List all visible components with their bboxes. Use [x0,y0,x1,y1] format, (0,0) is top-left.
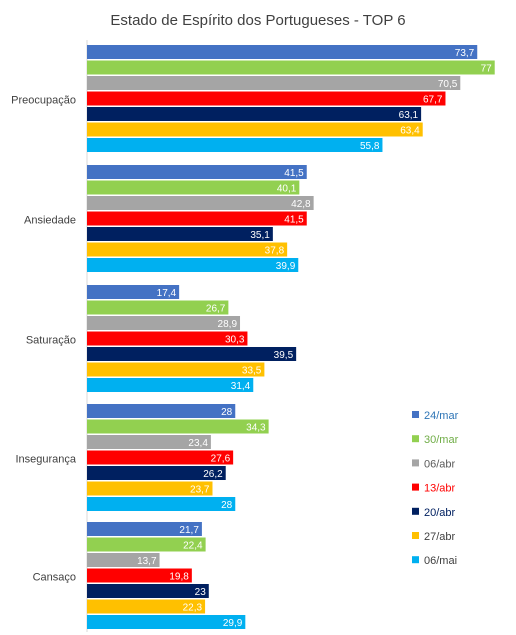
value-label: 23,7 [190,485,210,496]
value-label: 39,5 [274,350,294,361]
bar-30-mar-5 [87,537,206,552]
value-label: 23,4 [188,438,208,449]
value-label: 13,7 [137,556,157,567]
bar-27-abr-3 [87,362,265,377]
bar-30-mar-2 [87,180,300,195]
bar-13-abr-2 [87,211,307,226]
legend-label: 06/mai [424,555,457,567]
legend-swatch [412,435,419,443]
value-label: 67,7 [423,95,443,106]
value-label: 41,5 [284,168,304,179]
legend-swatch [412,507,419,515]
value-label: 70,5 [438,79,458,90]
bar-06-abr-1 [87,76,461,90]
bar-24-mar-2 [87,165,307,179]
value-label: 27,6 [211,454,231,465]
bar-20-abr-1 [87,107,422,121]
value-label: 28 [221,407,233,418]
value-label: 77 [481,64,493,75]
bar-13-abr-5 [87,568,192,583]
value-labels-layer: 73,7 77 70,5 67,7 63,1 63,4 55,8 41,5 40,1 42,8 41… [137,48,492,629]
bar-06-mai-5 [87,615,246,629]
bar-20-abr-3 [87,347,297,361]
category-label: Ansiedade [24,214,76,226]
legend-label: 20/abr [424,507,456,519]
value-label: 28,9 [218,319,238,330]
bar-13-abr-3 [87,331,248,346]
bar-06-mai-2 [87,258,299,272]
legend: 24/mar 30/mar 06/abr 13/abr 20/abr 27/abr 06/m… [412,410,459,567]
value-label: 23 [195,587,207,598]
category-label: Cansaço [33,571,76,583]
value-label: 29,9 [223,618,243,629]
legend-label: 27/abr [424,531,456,543]
legend-label: 24/mar [424,410,459,422]
bar-30-mar-3 [87,300,229,315]
bar-13-abr-4 [87,450,234,465]
bar-06-abr-4 [87,435,211,449]
value-label: 42,8 [291,199,311,210]
legend-swatch [412,459,419,467]
bar-06-mai-4 [87,497,236,511]
bar-06-abr-5 [87,553,160,567]
bar-06-mai-3 [87,378,254,392]
category-label: Saturação [26,334,76,346]
legend-swatch [412,556,419,564]
bar-24-mar-3 [87,285,180,299]
value-label: 55,8 [360,141,380,152]
bar-20-abr-4 [87,466,226,480]
bar-06-abr-3 [87,316,241,330]
legend-swatch [412,483,419,491]
value-label: 33,5 [242,366,262,377]
bar-27-abr-2 [87,242,288,257]
value-label: 22,4 [183,541,203,552]
chart-title: Estado de Espírito dos Portugueses - TOP… [110,12,405,29]
legend-label: 13/abr [424,483,456,495]
value-label: 41,5 [284,215,304,226]
bar-27-abr-5 [87,599,206,614]
bar-24-mar-1 [87,45,478,59]
bar-27-abr-4 [87,481,213,496]
category-label: Insegurança [15,453,76,465]
value-label: 19,8 [169,572,189,583]
value-label: 63,1 [399,110,419,121]
value-label: 30,3 [225,335,245,346]
category-labels-layer: Preocupação Ansiedade Saturação Insegurança… [11,94,77,583]
bar-13-abr-1 [87,91,446,106]
value-label: 40,1 [277,184,297,195]
value-label: 31,4 [231,381,251,392]
value-label: 37,8 [265,246,285,257]
value-label: 26,2 [203,469,223,480]
value-label: 22,3 [183,603,203,614]
value-label: 28 [221,500,233,511]
bars-layer [87,45,495,629]
value-label: 63,4 [400,126,420,137]
legend-label: 06/abr [424,458,456,470]
bar-30-mar-4 [87,419,269,434]
legend-label: 30/mar [424,434,459,446]
value-label: 39,9 [276,261,296,272]
value-label: 21,7 [179,525,199,536]
bar-20-abr-5 [87,584,209,598]
bar-24-mar-4 [87,404,236,418]
value-label: 26,7 [206,304,226,315]
bar-20-abr-2 [87,227,273,241]
bar-06-abr-2 [87,196,314,210]
value-label: 34,3 [246,423,266,434]
value-label: 35,1 [250,230,270,241]
value-label: 73,7 [455,48,475,59]
category-label: Preocupação [11,94,76,106]
bar-27-abr-1 [87,122,423,137]
legend-swatch [412,532,419,539]
bar-06-mai-1 [87,138,383,152]
legend-swatch [412,411,419,418]
value-label: 17,4 [157,288,177,299]
bar-24-mar-5 [87,522,202,536]
bar-30-mar-1 [87,60,495,75]
